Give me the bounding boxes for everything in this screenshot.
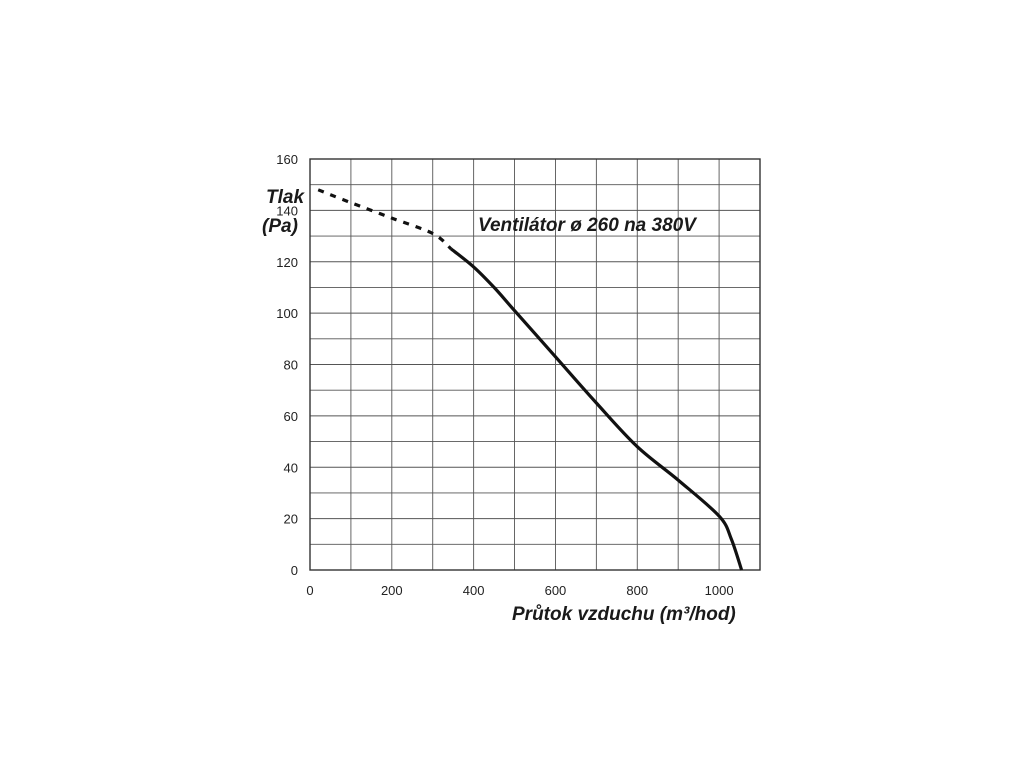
y-tick-label: 80 — [284, 358, 298, 373]
series-layer — [317, 188, 744, 571]
y-tick-label: 20 — [284, 512, 298, 527]
plot-frame — [309, 158, 761, 571]
x-tick-label: 800 — [626, 583, 648, 598]
x-tick-label: 400 — [463, 583, 485, 598]
x-axis-label: Průtok vzduchu (m³/hod) — [512, 604, 736, 625]
y-tick-label: 140 — [276, 203, 298, 218]
y-tick-labels: 0 20 40 60 80 100 120 140 160 — [276, 152, 298, 578]
series-line-solid — [450, 247, 744, 571]
y-tick-label: 100 — [276, 306, 298, 321]
y-axis-label-line1: Tlak — [266, 187, 305, 208]
y-tick-label: 120 — [276, 255, 298, 270]
y-axis-label-line2: (Pa) — [262, 216, 298, 237]
x-tick-label: 200 — [381, 583, 403, 598]
series-line-dashed — [317, 188, 453, 251]
x-tick-label: 1000 — [705, 583, 734, 598]
chart-title: Ventilátor ø 260 na 380V — [478, 215, 697, 236]
x-tick-label: 0 — [306, 583, 313, 598]
y-tick-label: 0 — [291, 563, 298, 578]
y-tick-label: 160 — [276, 152, 298, 167]
grid — [310, 159, 760, 570]
y-tick-label: 60 — [284, 409, 298, 424]
x-tick-label: 600 — [545, 583, 567, 598]
y-tick-label: 40 — [284, 460, 298, 475]
x-tick-labels: 0 200 400 600 800 1000 — [306, 583, 733, 598]
